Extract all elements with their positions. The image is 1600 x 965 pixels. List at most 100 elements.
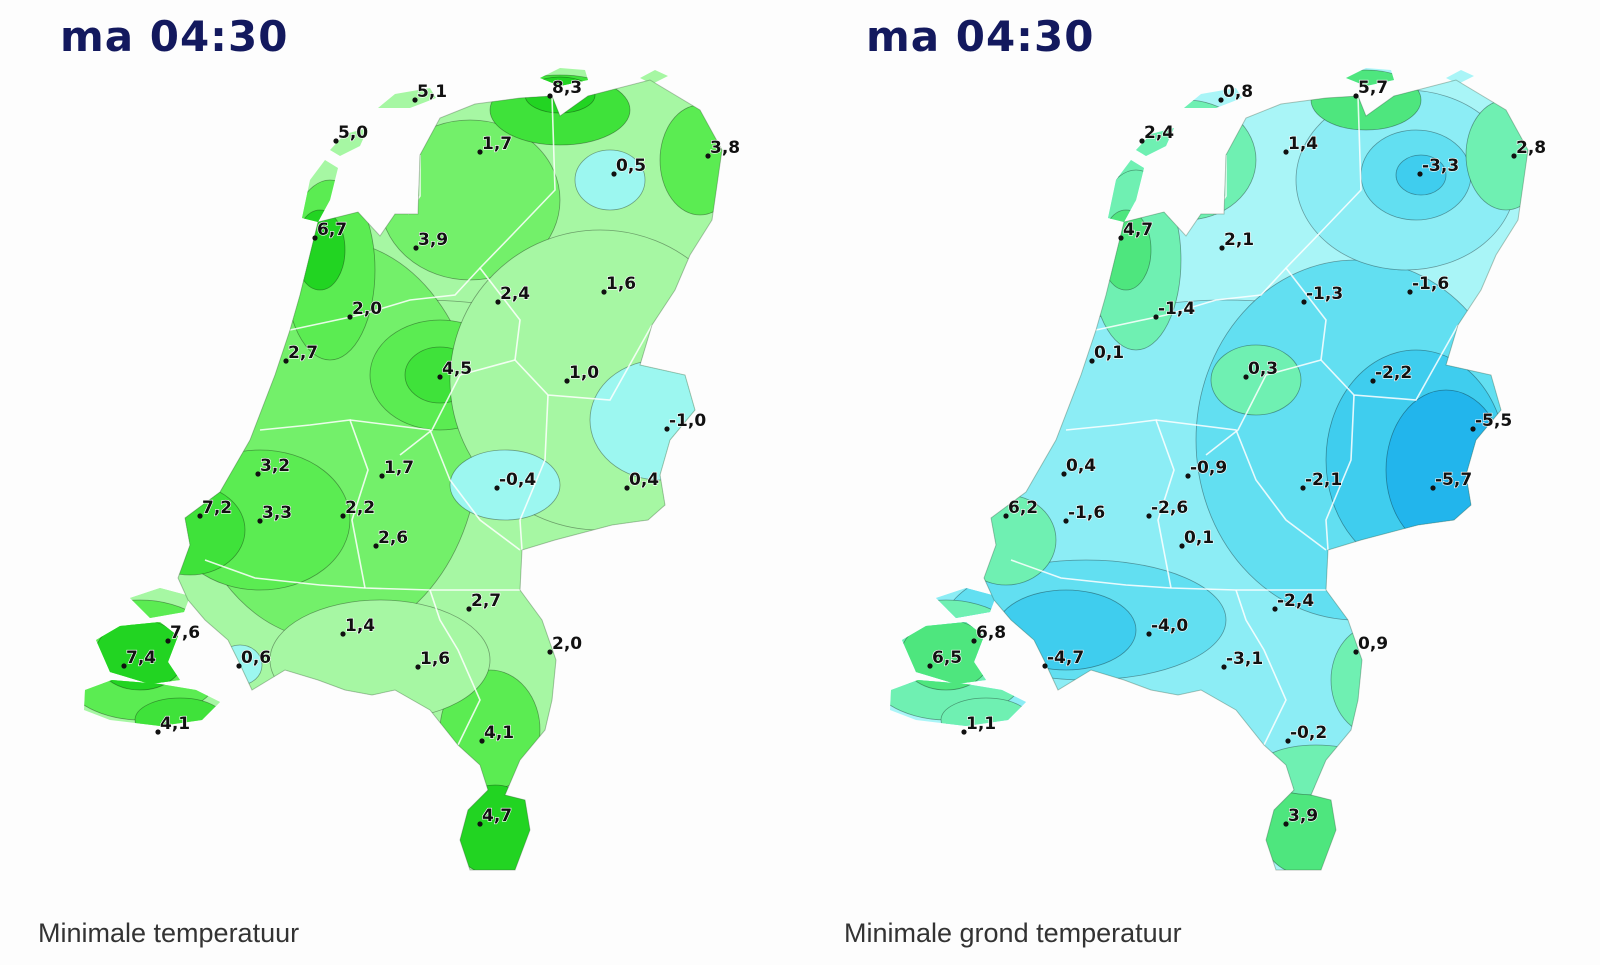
- time-label: ma 04:30: [866, 12, 1095, 61]
- station-dot: [611, 171, 617, 177]
- station-value-label: 0,4: [1066, 456, 1096, 476]
- station-dot: [1430, 485, 1436, 491]
- station-value-label: 0,5: [616, 156, 646, 176]
- station-dot: [333, 138, 339, 144]
- station-value-label: 3,2: [260, 456, 290, 476]
- station-dot: [564, 378, 570, 384]
- station-value-label: 4,1: [160, 714, 190, 734]
- station-value-label: 1,6: [420, 649, 450, 669]
- station-dot: [197, 513, 203, 519]
- ground-temperature-map: 0,8 5,7 2,4 1,4 2,8 -3,3 4,7 2,1 -1,3 -1,6 -1,4 0,1…: [890, 68, 1547, 871]
- station-value-label: 5,7: [1358, 78, 1388, 98]
- station-value-label: 2,0: [352, 299, 382, 319]
- station-value-label: 2,0: [552, 634, 582, 654]
- station-dot: [1118, 235, 1124, 241]
- station-value-label: 5,0: [338, 123, 368, 143]
- station-dot: [664, 426, 670, 432]
- station-dot: [547, 649, 553, 655]
- station-dot: [1285, 738, 1291, 744]
- station-dot: [1063, 518, 1069, 524]
- station-dot: [255, 471, 261, 477]
- station-dot: [412, 97, 418, 103]
- station-value-label: -1,4: [1158, 299, 1195, 319]
- time-label: ma 04:30: [60, 12, 289, 61]
- station-value-label: 4,1: [484, 723, 514, 743]
- station-dot: [494, 485, 500, 491]
- station-dot: [1146, 631, 1152, 637]
- station-value-label: -5,5: [1475, 411, 1512, 431]
- station-dot: [1407, 289, 1413, 295]
- station-dot: [479, 738, 485, 744]
- station-dot: [1153, 314, 1159, 320]
- station-dot: [1370, 378, 1376, 384]
- station-dot: [1470, 426, 1476, 432]
- station-value-label: -2,4: [1277, 591, 1314, 611]
- station-dot: [1146, 513, 1152, 519]
- station-value-label: -2,6: [1151, 498, 1188, 518]
- station-value-label: 7,6: [170, 623, 200, 643]
- station-dot: [1042, 663, 1048, 669]
- station-value-label: 6,5: [932, 648, 962, 668]
- station-dot: [1061, 471, 1067, 477]
- station-value-label: -3,1: [1226, 649, 1263, 669]
- map-caption: Minimale grond temperatuur: [844, 918, 1182, 948]
- station-value-label: 0,8: [1223, 82, 1253, 102]
- station-value-label: -0,9: [1190, 458, 1227, 478]
- station-dot: [1218, 97, 1224, 103]
- station-dot: [927, 663, 933, 669]
- station-value-label: -2,1: [1305, 470, 1342, 490]
- station-value-label: 6,2: [1008, 498, 1038, 518]
- station-dot: [1272, 606, 1278, 612]
- station-value-label: 1,4: [345, 616, 375, 636]
- station-value-label: -1,6: [1068, 503, 1105, 523]
- station-value-label: -4,7: [1047, 648, 1084, 668]
- station-dot: [1301, 299, 1307, 305]
- station-value-label: 3,3: [262, 503, 292, 523]
- station-dot: [236, 663, 242, 669]
- station-dot: [1353, 649, 1359, 655]
- map-caption: Minimale temperatuur: [38, 918, 300, 948]
- station-value-label: 3,8: [710, 138, 740, 158]
- station-dot: [1221, 664, 1227, 670]
- map-panel-ground-temp: ma 04:30 0,8 5,7 2,4 1,4 2,8 -3,3 4,7 2,1 -1,3 -1…: [806, 0, 1600, 965]
- station-dot: [283, 358, 289, 364]
- station-value-label: 4,7: [1123, 220, 1153, 240]
- station-dot: [1511, 153, 1517, 159]
- station-value-label: -2,2: [1375, 363, 1412, 383]
- station-dot: [466, 606, 472, 612]
- station-dot: [495, 299, 501, 305]
- station-value-label: 7,2: [202, 498, 232, 518]
- station-dot: [547, 93, 553, 99]
- station-value-label: -5,7: [1435, 470, 1472, 490]
- station-value-label: 0,3: [1248, 359, 1278, 379]
- station-value-label: -1,3: [1306, 284, 1343, 304]
- station-value-label: 0,9: [1358, 634, 1388, 654]
- station-dot: [413, 245, 419, 251]
- station-value-label: 4,7: [482, 806, 512, 826]
- station-value-label: -4,0: [1151, 616, 1188, 636]
- station-value-label: 1,4: [1288, 134, 1318, 154]
- station-value-label: 4,5: [442, 359, 472, 379]
- station-value-label: 1,7: [482, 134, 512, 154]
- station-value-label: -1,0: [669, 411, 706, 431]
- station-dot: [601, 289, 607, 295]
- station-value-label: 6,8: [976, 623, 1006, 643]
- station-value-label: 0,1: [1184, 528, 1214, 548]
- station-dot: [1219, 245, 1225, 251]
- station-value-label: 3,9: [418, 230, 448, 250]
- station-dot: [477, 821, 483, 827]
- station-value-label: -3,3: [1422, 156, 1459, 176]
- station-value-label: 1,6: [606, 274, 636, 294]
- station-dot: [312, 235, 318, 241]
- station-dot: [1243, 374, 1249, 380]
- station-dot: [415, 664, 421, 670]
- station-value-label: 2,4: [500, 284, 530, 304]
- station-dot: [373, 543, 379, 549]
- station-dot: [624, 485, 630, 491]
- station-value-label: 0,6: [241, 648, 271, 668]
- station-value-label: 3,9: [1288, 806, 1318, 826]
- station-value-label: 1,7: [384, 458, 414, 478]
- station-dot: [971, 638, 977, 644]
- station-dot: [165, 638, 171, 644]
- station-value-label: 1,0: [569, 363, 599, 383]
